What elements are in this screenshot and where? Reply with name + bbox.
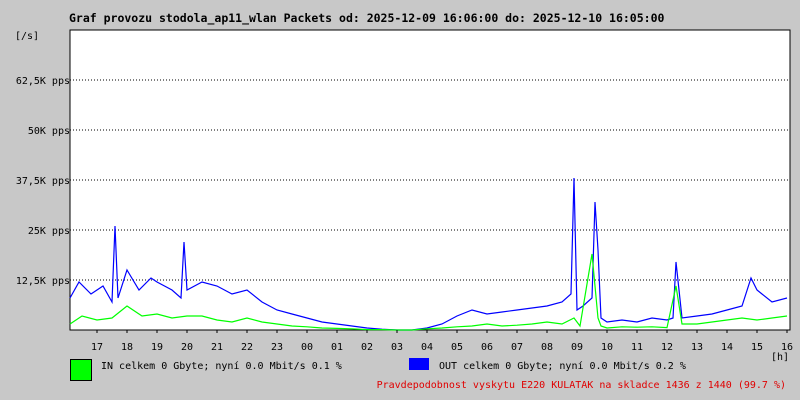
x-tick-label: 02 — [361, 342, 373, 353]
x-tick-label: 18 — [121, 342, 133, 353]
y-tick-label: 37,5K pps — [16, 176, 70, 187]
legend-in-text: IN celkem 0 Gbyte; nyní 0.0 Mbit/s 0.1 % — [101, 361, 342, 372]
x-tick-label: 12 — [661, 342, 673, 353]
x-tick-label: 07 — [511, 342, 523, 353]
x-tick-label: 09 — [571, 342, 583, 353]
legend-in-swatch — [70, 359, 92, 381]
x-tick-label: 19 — [151, 342, 163, 353]
x-tick-label: 15 — [751, 342, 763, 353]
x-tick-label: 17 — [91, 342, 103, 353]
legend-out-swatch — [409, 358, 429, 370]
x-tick-label: 21 — [211, 342, 223, 353]
x-axis-unit: [h] — [771, 352, 789, 363]
x-tick-label: 16 — [781, 342, 793, 353]
y-axis-unit: [/s] — [15, 31, 40, 42]
y-tick-label: 50K pps — [28, 126, 70, 137]
x-tick-label: 11 — [631, 342, 643, 353]
series-line-out — [69, 177, 788, 331]
x-tick-label: 00 — [301, 342, 313, 353]
y-tick-label: 25K pps — [28, 226, 70, 237]
legend-out-text: OUT celkem 0 Gbyte; nyní 0.0 Mbit/s 0.2 … — [439, 361, 686, 372]
series-line-in — [69, 253, 788, 331]
x-tick-label: 08 — [541, 342, 553, 353]
y-tick-label: 62,5K pps — [16, 76, 70, 87]
x-tick-label: 22 — [241, 342, 253, 353]
y-tick-label: 12,5K pps — [16, 276, 70, 287]
x-tick-label: 05 — [451, 342, 463, 353]
x-tick-label: 13 — [691, 342, 703, 353]
x-tick-label: 03 — [391, 342, 403, 353]
footnote: Pravdepodobnost vyskytu E220 KULATAK na … — [376, 380, 786, 391]
x-tick-label: 01 — [331, 342, 343, 353]
chart-title: Graf provozu stodola_ap11_wlan Packets o… — [69, 11, 665, 25]
x-tick-label: 14 — [721, 342, 733, 353]
x-tick-label: 04 — [421, 342, 433, 353]
x-tick-label: 20 — [181, 342, 193, 353]
x-tick-label: 06 — [481, 342, 493, 353]
x-tick-label: 23 — [271, 342, 283, 353]
x-tick-label: 10 — [601, 342, 613, 353]
